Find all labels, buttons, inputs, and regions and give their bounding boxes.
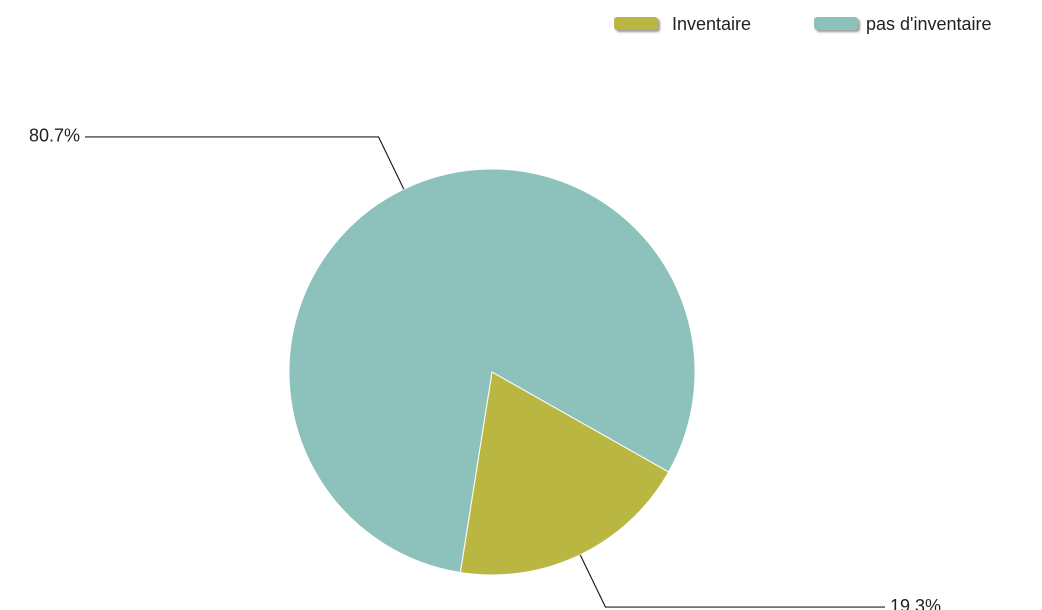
leader-line bbox=[85, 136, 405, 190]
pie-slice bbox=[459, 371, 670, 576]
data-label: 80.7% bbox=[29, 126, 80, 146]
leader-line bbox=[579, 554, 885, 608]
legend-label: Inventaire bbox=[672, 14, 751, 34]
pie-slice bbox=[288, 168, 696, 574]
legend-label: pas d'inventaire bbox=[866, 14, 992, 34]
data-label: 19.3% bbox=[890, 596, 941, 610]
legend-swatch bbox=[614, 17, 658, 30]
legend-swatch bbox=[814, 17, 858, 30]
